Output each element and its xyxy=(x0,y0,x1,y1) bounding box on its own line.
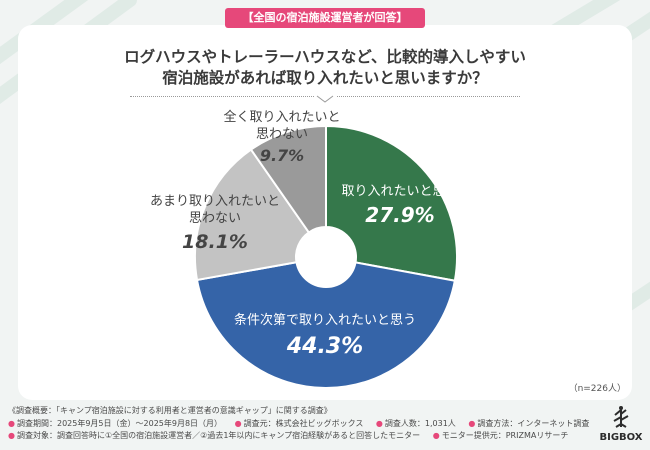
question-line-1: ログハウスやトレーラーハウスなど、比較的導入しやすい xyxy=(124,48,526,66)
footer-count: 調査人数：1,031人 xyxy=(384,418,456,428)
slice-label-0: 取り入れたいと思う 27.9% xyxy=(341,184,458,227)
bigbox-logo: BIGBOX xyxy=(598,406,644,443)
slice-value-label: 27.9% xyxy=(365,203,434,227)
pie-slice-0 xyxy=(325,124,458,282)
footer-method: 調査方法：インターネット調査 xyxy=(477,418,590,428)
footer-source: 調査元：株式会社ビッグボックス xyxy=(243,418,364,428)
slice-label-text: 思わない xyxy=(189,211,241,226)
slice-value-label: 44.3% xyxy=(286,334,363,359)
slice-label-text: 取り入れたいと思う xyxy=(341,184,458,199)
survey-badge: 【全国の宿泊施設運営者が回答】 xyxy=(225,8,425,28)
footer-target: 調査対象：調査回答時に①全国の宿泊施設運営者／②過去1年以内にキャンプ宿泊経験が… xyxy=(16,431,421,440)
question-line-2: 宿泊施設があれば取り入れたいと思いますか？ xyxy=(162,69,488,87)
footer-provider: モニター提供元：PRIZMAリサーチ xyxy=(441,431,569,440)
slice-label-text: 全く取り入れたいと xyxy=(223,109,340,125)
footer-row-2: ● 調査対象：調査回答時に①全国の宿泊施設運営者／②過去1年以内にキャンプ宿泊経験… xyxy=(8,431,569,440)
pie-slice-2 xyxy=(194,148,311,282)
tree-icon xyxy=(613,406,629,428)
slice-label-1: 条件次第で取り入れたいと思う 44.3% xyxy=(234,312,416,359)
logo-text: BIGBOX xyxy=(599,432,643,443)
chevron-down-icon xyxy=(314,94,336,103)
survey-footer: 《調査概要：「キャンプ宿泊施設に対する利用者と運営者の意識ギャップ」に関する調査… xyxy=(8,405,599,443)
slice-value-label: 9.7% xyxy=(260,146,304,165)
slice-value-label: 18.1% xyxy=(182,231,248,253)
footer-row-1: ● 調査期間：2025年9月5日（金）～2025年9月8日（月） ● 調査元：株式会… xyxy=(8,418,590,428)
footer-period: 調査期間：2025年9月5日（金）～2025年9月8日（月） xyxy=(16,418,223,428)
sample-size: （n=226人） xyxy=(568,384,626,394)
pie-slice-3 xyxy=(249,124,327,234)
slice-label-text: あまり取り入れたいと xyxy=(150,194,280,209)
slice-label-text: 条件次第で取り入れたいと思う xyxy=(234,312,416,328)
footer-overview: 《調査概要：「キャンプ宿泊施設に対する利用者と運営者の意識ギャップ」に関する調査… xyxy=(8,406,332,415)
slice-label-text: 思わない xyxy=(256,127,308,142)
pie-slice-1 xyxy=(195,261,456,389)
